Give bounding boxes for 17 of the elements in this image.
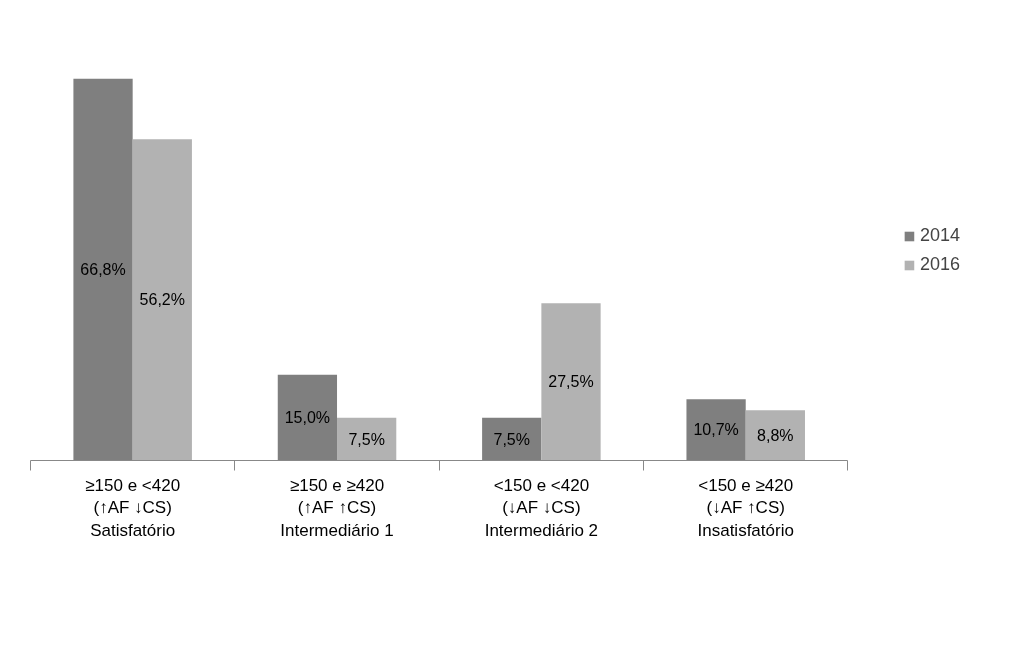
data-label: 10,7%	[693, 421, 739, 439]
data-label: 8,8%	[757, 426, 794, 444]
data-label: 7,5%	[348, 430, 385, 448]
x-tick-label: ≥150 e <420 (↑AF ↓CS) Satisfatório	[85, 475, 181, 541]
x-tick-label: <150 e <420 (↓AF ↓CS) Intermediário 2	[484, 475, 599, 541]
data-label: 27,5%	[548, 373, 594, 391]
bar	[745, 410, 805, 461]
x-tick-label: ≥150 e ≥420 (↑AF ↑CS) Intermediário 1	[280, 475, 394, 541]
data-label: 15,0%	[284, 409, 331, 427]
data-label: 56,2%	[139, 291, 185, 309]
legend-label: 2016	[919, 254, 960, 275]
bar	[541, 303, 601, 461]
legend-label: 2014	[919, 225, 960, 246]
bar	[132, 139, 192, 461]
data-label: 66,8%	[80, 261, 126, 279]
data-label: 7,5%	[493, 430, 530, 448]
x-tick-label: <150 e ≥420 (↓AF ↑CS) Insatisfatório	[697, 475, 794, 541]
